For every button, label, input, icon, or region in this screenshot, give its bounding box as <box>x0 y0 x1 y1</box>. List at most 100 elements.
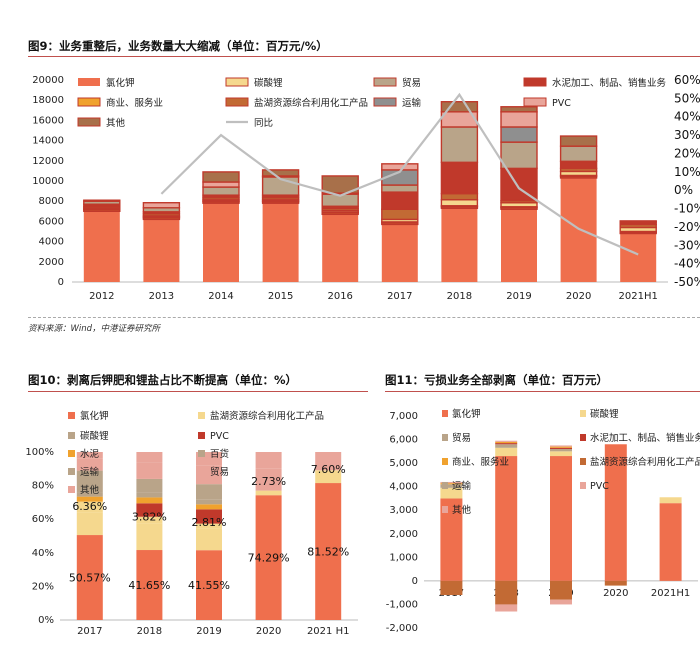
fig11-title-rule <box>385 391 700 392</box>
bar-segment <box>559 160 598 170</box>
bar-segment <box>76 458 103 471</box>
bar-segment <box>76 452 103 459</box>
legend-label: 百货 <box>210 448 229 460</box>
bar-segment <box>550 448 572 452</box>
bar-segment <box>440 481 463 484</box>
x-tick-label: 2019 <box>196 626 221 637</box>
legend-label: 盐湖资源综合利用化工产品 <box>590 456 700 468</box>
bar-segment <box>495 444 518 448</box>
fig10-title-rule <box>28 391 368 392</box>
bar-segment <box>83 199 121 202</box>
bar-segment <box>550 456 572 581</box>
bar-segment <box>76 496 103 502</box>
bar-segment <box>322 214 359 282</box>
bar-segment <box>441 208 478 282</box>
bar-segment <box>440 126 479 164</box>
bar-segment <box>136 516 163 524</box>
bar-segment <box>136 462 163 479</box>
bar-segment <box>196 484 222 500</box>
legend-label: 水泥 <box>80 448 100 460</box>
bar-segment <box>381 163 419 171</box>
y2-tick-label: -20% <box>674 220 700 234</box>
bar-segment <box>262 203 299 282</box>
bar-segment <box>495 604 518 612</box>
y2-tick-label: 50% <box>674 91 700 105</box>
x-tick-label: 2014 <box>208 291 233 302</box>
legend-swatch <box>442 482 448 489</box>
bar-segment <box>495 441 518 444</box>
bar-segment <box>315 483 342 620</box>
legend-swatch <box>225 97 249 107</box>
legend-label: 商业、服务业 <box>106 97 163 109</box>
bar-segment <box>196 528 222 551</box>
bar-segment <box>500 126 538 143</box>
bar-segment <box>136 492 163 498</box>
x-tick-label: 2017 <box>387 291 412 302</box>
legend-label: 其他 <box>106 117 126 129</box>
x-tick-label: 2017 <box>77 626 102 637</box>
bar-segment <box>440 580 463 596</box>
legend-swatch <box>68 432 75 439</box>
data-label-kcl: 74.29% <box>248 552 290 565</box>
y-tick-label: 40% <box>32 548 54 559</box>
yoy-line <box>160 92 639 256</box>
bar-segment <box>495 447 518 457</box>
x-tick-label: 2013 <box>149 291 174 302</box>
bar-segment <box>255 490 282 496</box>
bar-segment <box>500 106 538 113</box>
y-tick-label: 10000 <box>32 176 64 187</box>
fig9-source-rule <box>28 317 700 318</box>
bar-segment <box>261 169 300 177</box>
data-label-li2co3: 2.81% <box>192 516 227 529</box>
fig10-title: 图10：剥离后钾肥和锂盐占比不断提高（单位：%） <box>28 373 298 387</box>
legend-swatch <box>442 458 448 465</box>
legend-label: PVC <box>590 481 609 492</box>
bar-segment <box>550 580 572 600</box>
legend-label: 盐湖资源综合利用化工产品 <box>254 97 368 109</box>
y-tick-label: 4000 <box>39 237 64 248</box>
legend-label: 水泥加工、制品、销售业务 <box>552 77 667 89</box>
bar-segment <box>560 177 597 282</box>
bar-segment <box>440 101 479 113</box>
y-tick-label: 16000 <box>32 115 64 126</box>
legend-label: 其他 <box>80 484 100 496</box>
legend-swatch <box>580 482 586 489</box>
y-tick-label: 6,000 <box>389 435 418 446</box>
legend-swatch <box>373 77 397 87</box>
y2-tick-label: -30% <box>674 238 700 252</box>
chart-fig10: 0% 20% 40% 60% 80% 100% 2017 50.57% 6.36% 2018 41.… <box>25 410 358 637</box>
legend-label: PVC <box>210 431 229 442</box>
y2-tick-label: 10% <box>674 165 700 179</box>
x-tick-label: 2020 <box>566 291 591 302</box>
legend-swatch <box>442 506 448 513</box>
bar-segment <box>659 497 682 504</box>
legend-swatch <box>580 458 586 465</box>
fig9-title: 图9：业务重整后，业务数量大大缩减（单位：百万元/%） <box>28 39 328 53</box>
legend-swatch <box>442 410 448 417</box>
chart-fig9: 0 2000 4000 6000 8000 10000 12000 14000 16000 180… <box>32 73 700 302</box>
bar-segment <box>315 452 342 471</box>
bar-segment <box>550 446 572 448</box>
bar-segment <box>550 599 572 605</box>
legend-swatch <box>68 412 75 419</box>
legend-label: 其他 <box>452 504 472 516</box>
x-tick-label: 2019 <box>506 291 531 302</box>
bar-segment <box>321 175 359 194</box>
x-tick-label: 2020 <box>256 626 281 637</box>
bar-segment <box>202 186 240 196</box>
data-label-li2co3: 2.73% <box>251 475 286 488</box>
y2-tick-label: -40% <box>674 257 700 271</box>
y2-tick-label: -10% <box>674 202 700 216</box>
data-label-kcl: 50.57% <box>69 572 111 585</box>
bar-segment <box>76 470 103 493</box>
bar-segment <box>604 580 627 586</box>
legend-swatch <box>373 97 397 107</box>
y-tick-label: 6000 <box>39 216 64 227</box>
legend-label: 氯化钾 <box>106 77 135 89</box>
bar-segment <box>203 203 239 282</box>
y-tick-label: 14000 <box>32 136 64 147</box>
bar-segment <box>196 504 222 510</box>
y-tick-label: 1,000 <box>389 552 418 563</box>
data-label-kcl: 81.52% <box>307 546 349 559</box>
y-tick-label: 12000 <box>32 156 64 167</box>
